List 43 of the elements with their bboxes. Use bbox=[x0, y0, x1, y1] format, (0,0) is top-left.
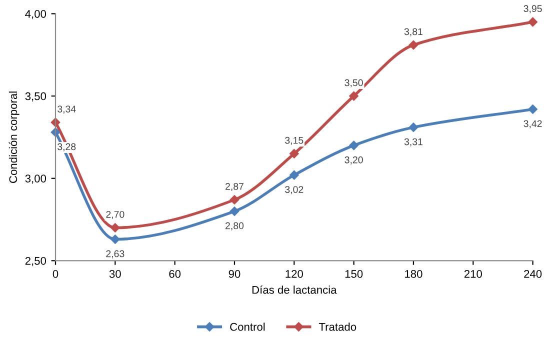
point bbox=[230, 206, 240, 216]
y-tick-label: 4,00 bbox=[25, 10, 46, 20]
legend-label: Control bbox=[230, 322, 265, 331]
x-tick-label: 0 bbox=[52, 270, 58, 278]
point bbox=[528, 104, 538, 114]
point bbox=[408, 40, 418, 50]
legend-label: Tratado bbox=[318, 322, 356, 331]
data-label: 3,31 bbox=[404, 138, 422, 146]
data-label: 3,34 bbox=[58, 106, 76, 114]
point bbox=[349, 140, 358, 150]
x-tick-label: 30 bbox=[109, 270, 121, 278]
data-label: 3,02 bbox=[285, 186, 304, 194]
data-label: 3,28 bbox=[58, 143, 76, 152]
x-axis-title: Días de lactancia bbox=[252, 285, 337, 294]
x-tick-label: 180 bbox=[405, 270, 422, 278]
y-tick-label: 2,50 bbox=[25, 256, 46, 266]
point bbox=[290, 149, 299, 158]
point bbox=[528, 17, 538, 27]
point bbox=[110, 234, 120, 244]
x-tick-label: 120 bbox=[286, 270, 303, 278]
data-label: 2,87 bbox=[226, 182, 244, 192]
point bbox=[230, 195, 240, 204]
point bbox=[110, 223, 120, 232]
data-label: 3,20 bbox=[344, 156, 363, 164]
point bbox=[408, 122, 418, 132]
data-label: 2,63 bbox=[106, 250, 124, 258]
y-axis-title: Condición corporal bbox=[8, 92, 20, 183]
x-tick-label: 60 bbox=[169, 270, 181, 278]
x-tick-label: 240 bbox=[524, 270, 542, 278]
x-tick-label: 150 bbox=[345, 270, 363, 278]
data-label: 3,42 bbox=[524, 120, 542, 128]
data-label: 3,81 bbox=[404, 28, 422, 36]
y-tick-label: 3,00 bbox=[25, 174, 46, 184]
data-label: 2,70 bbox=[106, 210, 124, 220]
point bbox=[290, 170, 299, 180]
data-label: 2,80 bbox=[226, 222, 244, 230]
y-tick-label: 3,50 bbox=[25, 92, 46, 102]
data-label: 3,50 bbox=[344, 79, 363, 88]
data-label: 3,15 bbox=[285, 136, 304, 145]
x-tick-label: 210 bbox=[464, 270, 482, 278]
point bbox=[349, 91, 358, 101]
data-label: 3,95 bbox=[524, 5, 542, 14]
x-tick-label: 90 bbox=[228, 270, 240, 278]
